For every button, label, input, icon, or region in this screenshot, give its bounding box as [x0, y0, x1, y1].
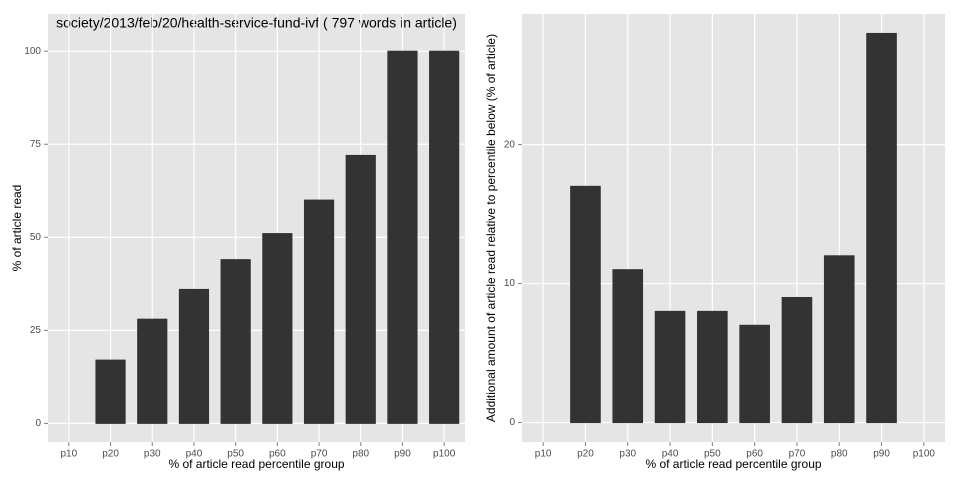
bar	[612, 269, 644, 424]
x-tick-label: p40	[662, 449, 679, 460]
y-tick-label: 75	[30, 139, 42, 150]
x-tick-label: p50	[227, 449, 244, 460]
x-tick-label: p10	[535, 449, 552, 460]
x-tick-label: p20	[102, 449, 119, 460]
bar	[178, 288, 210, 424]
x-tick-label: p70	[789, 449, 806, 460]
y-tick-label: 50	[30, 232, 42, 243]
bar	[823, 255, 855, 424]
bar	[739, 324, 770, 424]
x-tick-label: p90	[873, 449, 890, 460]
bar	[220, 259, 251, 424]
bar	[697, 310, 728, 424]
bar	[781, 296, 813, 424]
x-tick-label: p90	[394, 449, 411, 460]
y-tick-label: 100	[24, 46, 41, 57]
y-axis-title: Additional amount of article read relati…	[484, 34, 498, 422]
y-tick-label: 0	[509, 417, 515, 428]
bar	[654, 310, 686, 424]
x-tick-label: p40	[186, 449, 203, 460]
bar	[429, 50, 460, 424]
x-tick-label: p30	[144, 449, 161, 460]
bar	[570, 185, 601, 424]
bar	[303, 199, 335, 424]
x-axis-title: % of article read percentile group	[645, 457, 821, 471]
x-tick-label: p10	[61, 449, 78, 460]
x-tick-label: p30	[619, 449, 636, 460]
bar	[387, 50, 418, 424]
x-axis-title: % of article read percentile group	[168, 457, 344, 471]
bar	[137, 318, 168, 424]
x-tick-label: p70	[311, 449, 328, 460]
x-tick-label: p100	[433, 449, 456, 460]
chart-title: society/2013/feb/20/health-service-fund-…	[56, 15, 457, 31]
bar	[345, 154, 376, 424]
y-tick-label: 20	[504, 139, 516, 150]
y-tick-label: 25	[30, 325, 42, 336]
x-tick-label: p80	[352, 449, 369, 460]
bar	[262, 233, 293, 424]
x-tick-label: p60	[746, 449, 763, 460]
x-tick-label: p20	[577, 449, 594, 460]
y-axis-title: % of article read	[10, 185, 24, 272]
y-tick-label: 10	[504, 278, 516, 289]
x-tick-label: p80	[831, 449, 848, 460]
y-tick-label: 0	[35, 418, 41, 429]
bar	[95, 359, 126, 424]
x-tick-label: p100	[913, 449, 936, 460]
bar	[866, 32, 897, 424]
x-tick-label: p60	[269, 449, 286, 460]
x-tick-label: p50	[704, 449, 721, 460]
